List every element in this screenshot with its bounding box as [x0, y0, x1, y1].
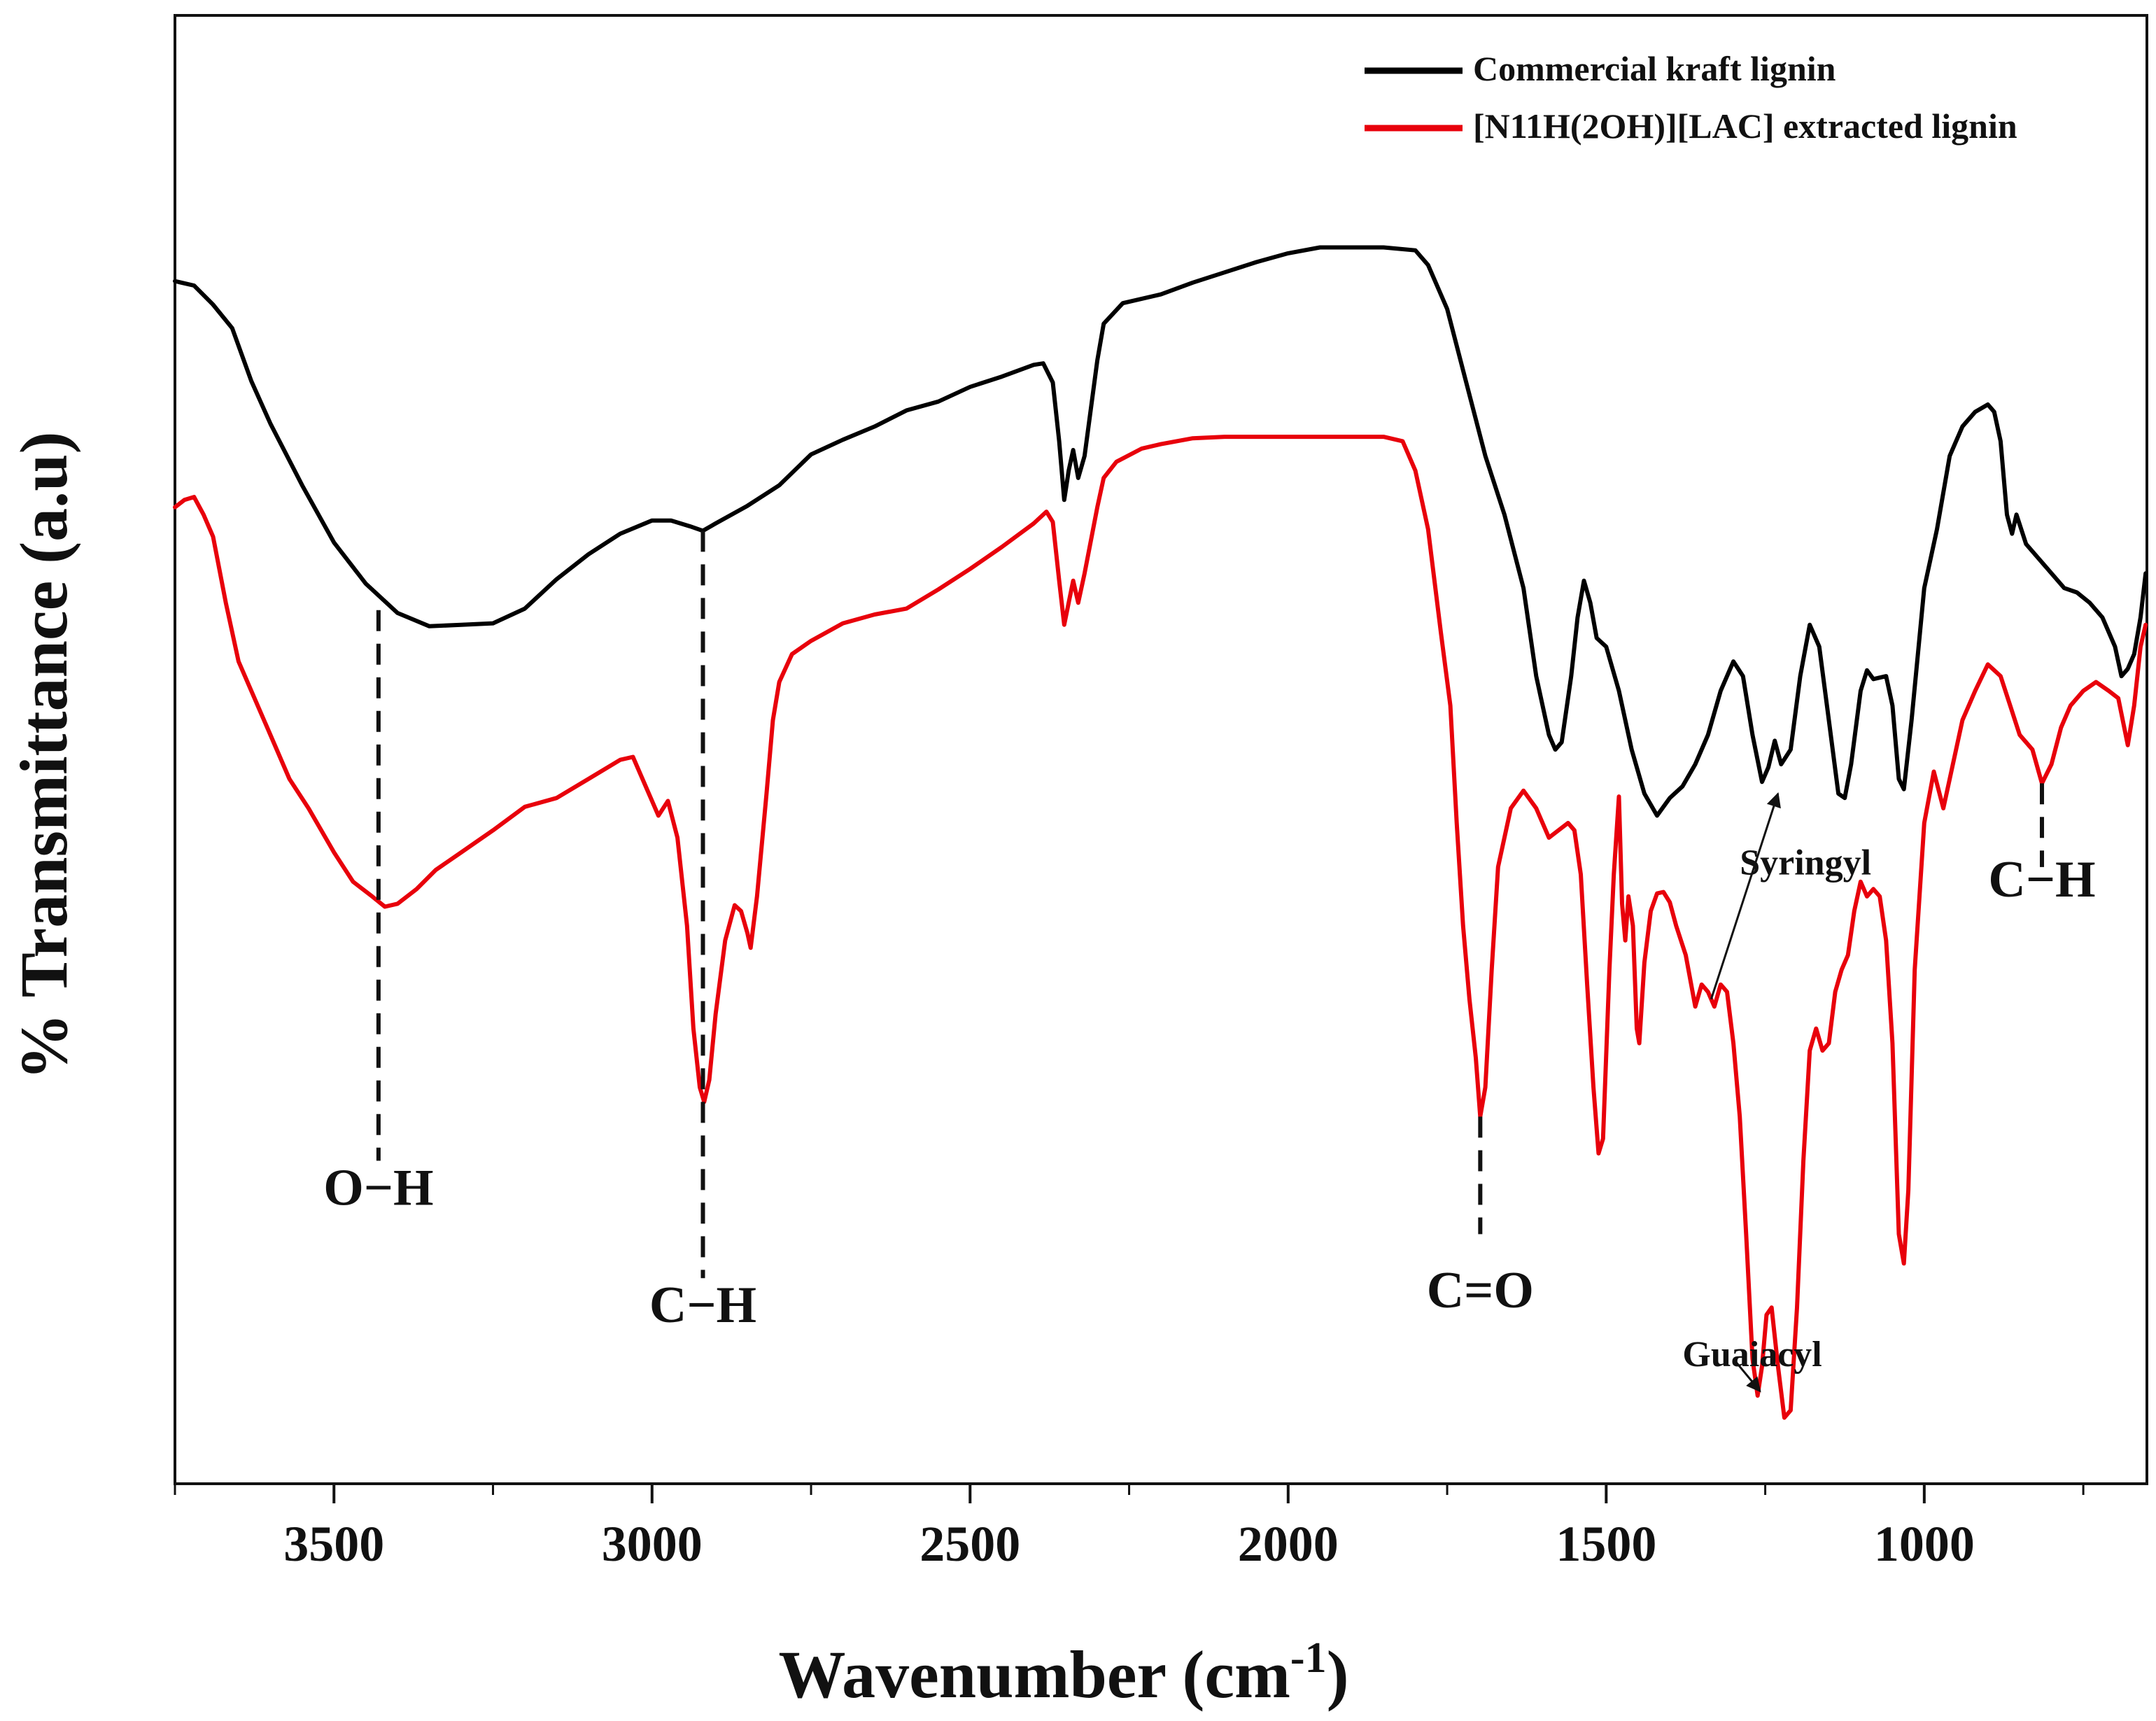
x-axis-title-superscript: -1	[1290, 1634, 1327, 1682]
band-label: C−H	[1988, 851, 2095, 908]
annotation-layer: O−H C−H C=O C−H Syringyl Guaiacyl	[323, 531, 2096, 1393]
arrow-line	[1732, 1358, 1761, 1393]
band-label: O−H	[323, 1159, 433, 1216]
x-tick-label: 2500	[920, 1516, 1020, 1572]
x-tick-label: 2000	[1238, 1516, 1339, 1572]
plot-frame	[174, 14, 2148, 1485]
arrow-label: Guaiacyl	[1682, 1335, 1822, 1375]
arrow-line	[1710, 792, 1781, 1000]
legend-label-2: [N11H(2OH)][LAC] extracted lignin	[1473, 106, 2017, 146]
series-layer	[173, 245, 2148, 1420]
series-line-2	[173, 435, 2148, 1420]
band-label: C=O	[1427, 1262, 1534, 1319]
x-axis-title-close: )	[1327, 1637, 1349, 1712]
series-line-1	[173, 245, 2148, 818]
legend: Commercial kraft lignin [N11H(2OH)][LAC] …	[1365, 49, 2017, 146]
x-axis-ticks: 3500 3000 2500 2000 1500 1000	[174, 1484, 2085, 1572]
x-tick-label: 3500	[283, 1516, 384, 1572]
x-axis-title: Wavenumber (cm-1)	[778, 1634, 1348, 1712]
y-axis-title: % Transmittance (a.u)	[6, 431, 81, 1080]
band-label: C−H	[649, 1277, 756, 1334]
x-tick-label: 1000	[1874, 1516, 1975, 1572]
x-axis-title-main: Wavenumber (cm	[778, 1637, 1290, 1712]
plot-border	[174, 14, 2148, 1485]
x-tick-label: 3000	[602, 1516, 703, 1572]
legend-label-1: Commercial kraft lignin	[1473, 49, 1836, 88]
arrow-label: Syringyl	[1740, 843, 1871, 883]
x-tick-label: 1500	[1556, 1516, 1656, 1572]
